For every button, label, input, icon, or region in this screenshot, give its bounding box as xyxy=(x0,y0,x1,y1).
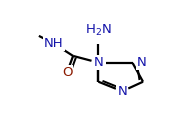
Text: H$_2$N: H$_2$N xyxy=(85,23,112,38)
Text: NH: NH xyxy=(44,37,64,50)
Text: N: N xyxy=(94,56,103,69)
Text: O: O xyxy=(62,66,72,79)
Text: N: N xyxy=(117,85,127,98)
Text: N: N xyxy=(137,56,146,69)
